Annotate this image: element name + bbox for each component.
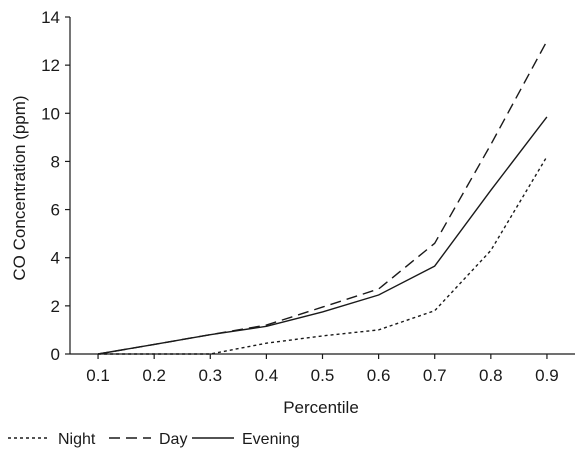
x-tick-label: 0.1 — [86, 366, 110, 385]
x-axis-label: Percentile — [283, 398, 359, 417]
axes — [69, 17, 575, 355]
series-line-evening — [97, 116, 548, 355]
y-tick-label: 0 — [51, 345, 60, 364]
y-tick-label: 8 — [51, 152, 60, 171]
x-tick-label: 0.4 — [255, 366, 279, 385]
y-tick-label: 6 — [51, 201, 60, 220]
x-tick-label: 0.2 — [142, 366, 166, 385]
x-tick-label: 0.9 — [535, 366, 559, 385]
y-tick-label: 10 — [41, 104, 60, 123]
y-tick-label: 12 — [41, 56, 60, 75]
y-tick-label: 14 — [41, 8, 60, 27]
legend: Night Day Evening — [8, 431, 300, 448]
x-ticks: 0.1 0.2 0.3 0.4 0.5 0.6 0.7 0.8 0.9 — [86, 354, 559, 385]
series-line-day — [97, 40, 548, 355]
legend-label-evening: Evening — [242, 431, 300, 448]
legend-label-night: Night — [58, 431, 96, 448]
x-tick-label: 0.3 — [198, 366, 222, 385]
x-tick-label: 0.6 — [367, 366, 391, 385]
series-lines — [97, 40, 548, 355]
y-ticks: 0 2 4 6 8 10 12 14 — [41, 8, 70, 364]
legend-label-day: Day — [159, 431, 187, 448]
x-tick-label: 0.8 — [479, 366, 503, 385]
x-tick-label: 0.5 — [311, 366, 335, 385]
y-axis-label: CO Concentration (ppm) — [10, 95, 29, 280]
y-tick-label: 2 — [51, 297, 60, 316]
x-tick-label: 0.7 — [423, 366, 447, 385]
series-line-night — [98, 156, 548, 355]
y-tick-label: 4 — [51, 249, 60, 268]
